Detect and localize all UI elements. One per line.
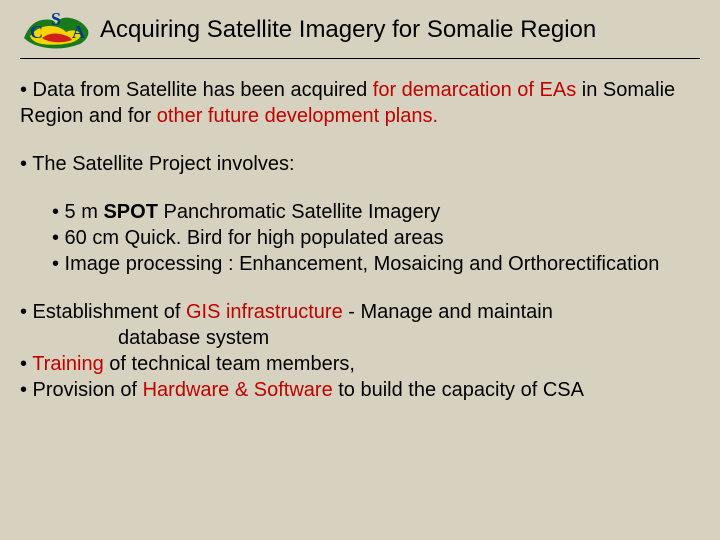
sub-bullet-2: • 60 cm Quick. Bird for high populated a…	[52, 225, 700, 251]
slide: C S A Acquiring Satellite Imagery for So…	[0, 0, 720, 540]
bullet-2: • The Satellite Project involves:	[20, 151, 700, 177]
b3-l2c: of technical team members,	[104, 353, 355, 375]
sub-1c: Panchromatic Satellite Imagery	[158, 201, 440, 223]
slide-body: • Data from Satellite has been acquired …	[20, 77, 700, 403]
csa-logo-icon: C S A	[20, 8, 92, 52]
svg-text:C: C	[30, 22, 43, 42]
svg-text:A: A	[72, 22, 85, 42]
b3-l3a: • Provision of	[20, 379, 143, 401]
bullet-3-line3: • Provision of Hardware & Software to bu…	[20, 377, 700, 403]
sub-1b: SPOT	[103, 201, 157, 223]
bullet-1: • Data from Satellite has been acquired …	[20, 77, 700, 129]
slide-header: C S A Acquiring Satellite Imagery for So…	[20, 8, 700, 59]
b3-l1b: GIS infrastructure	[186, 301, 343, 323]
bullet-1-em2: other future development plans.	[157, 105, 438, 127]
bullet-1-pre: • Data from Satellite has been acquired	[20, 79, 373, 101]
b3-l2b: Training	[32, 353, 104, 375]
bullet-3-line1b: database system	[20, 325, 700, 351]
bullet-3-line2: • Training of technical team members,	[20, 351, 700, 377]
b3-l3b: Hardware & Software	[143, 379, 333, 401]
bullet-group-3: • Establishment of GIS infrastructure - …	[20, 299, 700, 403]
b3-l2a: •	[20, 353, 32, 375]
bullet-3-line1: • Establishment of GIS infrastructure - …	[20, 299, 700, 325]
sub-bullets: • 5 m SPOT Panchromatic Satellite Imager…	[52, 199, 700, 277]
sub-bullet-1: • 5 m SPOT Panchromatic Satellite Imager…	[52, 199, 700, 225]
b3-l1c: - Manage and maintain	[343, 301, 553, 323]
sub-1a: • 5 m	[52, 201, 103, 223]
b3-l3c: to build the capacity of CSA	[333, 379, 584, 401]
slide-title: Acquiring Satellite Imagery for Somalie …	[100, 16, 596, 44]
b3-l1a: • Establishment of	[20, 301, 186, 323]
bullet-1-em1: for demarcation of EAs	[373, 79, 576, 101]
svg-text:S: S	[51, 9, 61, 29]
sub-bullet-3: • Image processing : Enhancement, Mosaic…	[52, 251, 700, 277]
